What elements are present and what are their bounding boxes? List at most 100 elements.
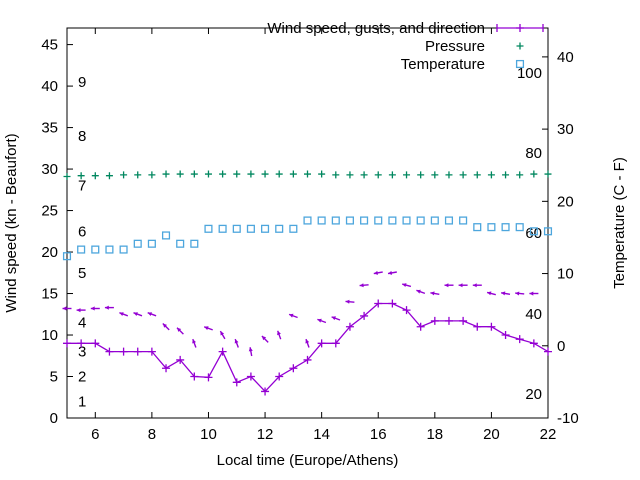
temperature-marker <box>501 223 510 232</box>
wind-speed-marker <box>91 339 100 348</box>
wind-speed-marker <box>303 355 312 364</box>
pressure-marker <box>388 171 396 179</box>
pressure-marker <box>204 170 212 178</box>
pressure-marker <box>417 171 425 179</box>
plot-frame <box>66 27 549 419</box>
x-tick-label: 6 <box>91 426 99 443</box>
pressure-marker <box>77 172 85 180</box>
y2-tick-label: 10 <box>557 266 574 283</box>
pressure-marker <box>176 170 184 178</box>
pressure-marker <box>431 171 439 179</box>
wind-speed-marker <box>190 372 199 381</box>
pressure-marker <box>516 171 524 179</box>
fahrenheit-label: 100 <box>517 65 542 82</box>
beaufort-label: 4 <box>78 315 86 332</box>
gust-arrow <box>486 291 496 296</box>
beaufort-label: 6 <box>78 223 86 240</box>
pressure-marker <box>459 171 467 179</box>
y2-tick-label: 30 <box>557 121 574 138</box>
y-tick-label: 20 <box>41 244 58 261</box>
legend-marker-pressure <box>516 42 524 50</box>
x-tick-label: 8 <box>148 426 156 443</box>
gust-arrow <box>373 270 383 275</box>
pressure-marker <box>403 171 411 179</box>
temperature-marker <box>543 227 553 236</box>
pressure-marker <box>219 170 227 178</box>
x-tick-label: 22 <box>540 426 557 443</box>
pressure-marker <box>289 170 297 178</box>
pressure-marker <box>91 172 99 180</box>
temperature-marker <box>147 239 156 248</box>
gust-arrow <box>192 338 197 348</box>
gust-arrow <box>430 291 440 296</box>
temperature-marker <box>105 245 114 254</box>
temperature-marker <box>473 223 482 232</box>
pressure-marker <box>318 170 326 178</box>
wind-speed-marker <box>529 339 538 348</box>
pressure-marker <box>134 171 142 179</box>
wind-speed-marker <box>515 335 524 344</box>
y-tick-label: 0 <box>50 410 58 427</box>
gust-arrow <box>500 291 511 296</box>
temperature-marker <box>444 216 454 225</box>
beaufort-label: 8 <box>78 128 86 145</box>
gust-arrow <box>147 312 157 317</box>
wind-speed-marker <box>501 331 510 340</box>
wind-speed-marker <box>133 347 142 356</box>
temperature-marker <box>232 224 241 233</box>
legend-label: Temperature <box>401 56 485 73</box>
pressure-marker <box>63 173 71 181</box>
temperature-marker <box>360 216 369 225</box>
temperature-marker <box>176 239 185 248</box>
pressure-marker <box>445 171 453 179</box>
wind-speed-marker <box>444 316 453 325</box>
legend-caps-wind <box>496 24 544 32</box>
temperature-marker <box>161 231 171 240</box>
pressure-marker <box>162 170 170 178</box>
fahrenheit-label: 20 <box>525 386 542 403</box>
wind-speed-marker <box>275 372 284 381</box>
wind-speed-marker <box>218 347 227 356</box>
gust-arrow <box>305 338 310 348</box>
pressure-marker <box>120 171 128 179</box>
wind-speed-marker <box>331 339 340 348</box>
beaufort-label: 9 <box>78 74 86 91</box>
y-tick-label: 15 <box>41 286 58 303</box>
gust-arrow <box>203 326 213 331</box>
pressure-marker <box>473 171 481 179</box>
temperature-marker <box>77 245 86 254</box>
pressure-marker <box>332 171 340 179</box>
gust-arrow <box>529 291 539 296</box>
temperature-marker <box>218 224 227 233</box>
wind-speed-marker <box>77 339 86 348</box>
wind-speed-marker <box>63 339 71 348</box>
wind-speed-line <box>67 302 549 393</box>
wind-speed-marker <box>232 378 241 387</box>
gust-arrow <box>90 306 100 311</box>
wind-speed-marker <box>473 322 482 331</box>
pressure-marker <box>105 172 113 180</box>
y-tick-label: 45 <box>41 37 58 54</box>
pressure-marker <box>544 170 552 178</box>
x-tick-label: 18 <box>426 426 443 443</box>
gust-arrow <box>458 283 468 288</box>
wind-speed-marker <box>317 339 326 348</box>
wind-speed-marker <box>459 316 468 325</box>
gust-arrow <box>331 316 341 321</box>
gust-arrow <box>515 291 525 296</box>
temperature-marker <box>430 216 439 225</box>
gust-arrow <box>104 305 114 310</box>
gust-arrow <box>444 283 454 288</box>
pressure-marker <box>148 171 156 179</box>
gust-arrow <box>277 330 282 340</box>
gust-arrow <box>248 347 253 357</box>
y2-tick-label: 0 <box>557 338 565 355</box>
wind-speed-marker <box>119 347 128 356</box>
y2-axis-title: Temperature (C - F) <box>611 157 628 289</box>
fahrenheit-label: 80 <box>525 145 542 162</box>
beaufort-label: 7 <box>78 178 86 195</box>
wind-speed-marker <box>388 299 397 308</box>
gust-arrow <box>162 323 170 331</box>
temperature-marker <box>529 227 538 236</box>
